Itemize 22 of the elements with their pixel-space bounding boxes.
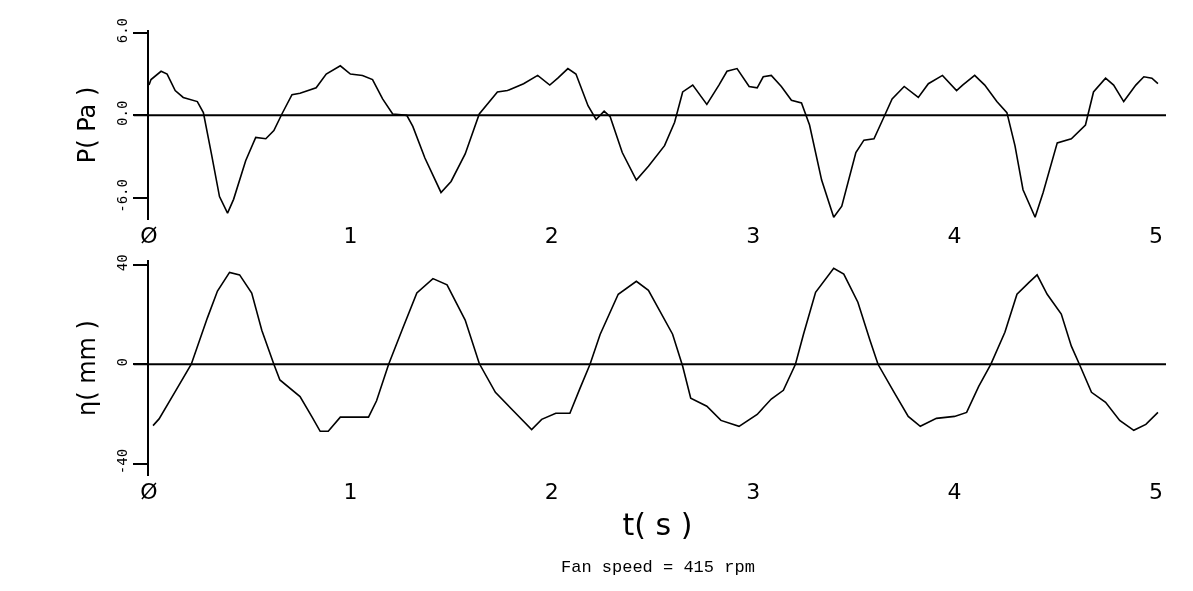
x-axis-title: t( s ) (622, 506, 693, 542)
text: Fan speed = 415 rpm (561, 558, 755, 577)
y-tick-label: 0 (114, 357, 131, 367)
x-tick-label: 5 (1148, 479, 1163, 504)
x-tick-label: 3 (746, 223, 761, 248)
y-axis-title: P( Pa ) (73, 86, 101, 164)
x-tick-label: 2 (544, 223, 559, 248)
y-tick-label: -40 (114, 448, 131, 475)
x-tick-label: 4 (947, 479, 962, 504)
y-tick-label: 6.0 (114, 18, 131, 44)
y-axis-title: η( mm ) (73, 320, 101, 416)
x-tick-label: 1 (343, 223, 358, 248)
y-tick-label: 40 (114, 254, 131, 272)
x-tick-label: 3 (746, 479, 761, 504)
x-tick-label: 4 (947, 223, 962, 248)
x-tick-label: 1 (343, 479, 358, 504)
y-tick-label: 0.0 (114, 100, 131, 126)
x-tick-label: 5 (1148, 223, 1163, 248)
x-tick-label: Ø (140, 223, 158, 248)
x-tick-label: Ø (140, 479, 158, 504)
x-tick-label: 2 (544, 479, 559, 504)
y-tick-label: -6.0 (114, 179, 131, 213)
